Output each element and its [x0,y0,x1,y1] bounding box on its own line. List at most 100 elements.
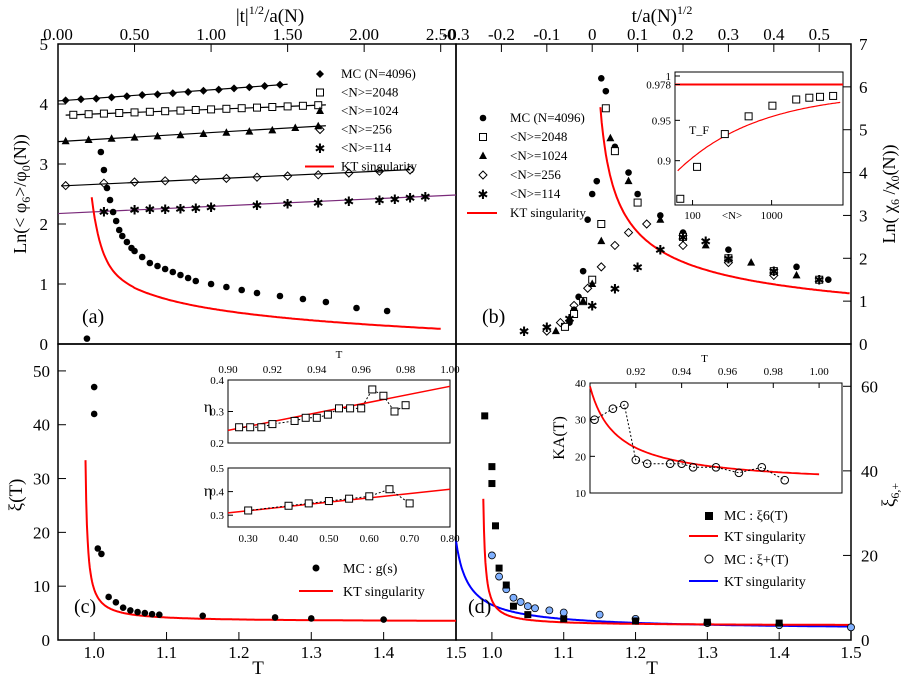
point-open-diamond [596,262,606,272]
inset-tick: 100 [684,210,701,222]
inset-tick: 0.3 [210,510,224,522]
tick-label: 0.5 [809,25,830,44]
point-dot [106,196,114,204]
kt-curve-red [482,498,851,626]
panel-b-plot: ✱ ✱ ✱ ✱ ✱ ✱ ✱ ✱ ✱ ✱ ✱ ✱ [519,74,850,339]
tick-label: 20 [33,523,50,542]
point-star: ✱ [519,324,530,339]
inset-point [405,499,414,508]
inset-frame [674,71,844,206]
panel-cd-bottom-axis: 1.0 1.1 1.2 1.3 1.4 1.5 1.0 1.1 1.2 1.3 1.4 1.5 T … [84,632,862,679]
point-square [237,104,246,113]
point-open-diamond [160,176,170,186]
inset-point [246,423,255,432]
point-open-diamond [769,270,779,281]
tick-label: -0.3 [443,25,470,44]
panel-d-frame [455,343,852,641]
panel-a-legend: MC (N=4096) <N>=2048 <N>=1024 <N>=256 ✱ <N>=1… [305,66,417,174]
panel-c-inset-bottom: 0.3 0.4 0.5 0.30 0.40 0.50 0.60 0.70 0.80 η [204,463,460,545]
inset-frame [227,467,451,528]
point-dot [725,246,732,254]
point-star: ✱ [313,195,324,210]
point-diamond [61,96,70,105]
inset-tick: 1.00 [809,366,829,378]
point-star: ✱ [655,243,666,258]
point-diamond [245,83,254,92]
inset-tick: 0.92 [263,364,282,376]
tick-label: 1 [40,275,49,294]
point-dot [131,247,138,255]
tick-label: 1.4 [769,643,791,662]
point-triangle [61,136,70,145]
inset-ylabel: KA(T) [551,416,568,460]
kt-curve [599,107,850,295]
point-triangle [245,127,254,135]
point-square [268,103,277,111]
point-dot [148,610,156,618]
tick-label: 10 [33,577,50,596]
point-triangle [701,240,710,249]
panel-a-xlabel: |t|1/2/a(N) [236,3,304,27]
point-dot [634,190,641,198]
point-dot [123,238,131,246]
tick-label: 30 [33,470,50,489]
point-dot [199,612,207,620]
point-square [597,220,606,228]
point-star: ✱ [98,204,109,219]
inset-point [829,91,838,100]
point-dot [100,166,108,174]
point-dot [161,265,169,273]
inset-tick: 0.978 [646,80,671,92]
legend-label: KT singularity [341,159,417,174]
inset-point [268,420,277,429]
legend-d-circle [704,554,714,564]
kt-curve [84,460,456,622]
point-xi6 [509,602,517,610]
point-triangle [199,129,208,137]
fit-line [57,194,457,215]
point-open-diamond [344,168,354,178]
tick-label: 1.3 [697,643,718,662]
tick-label: 0.2 [672,25,693,44]
point-triangle [153,131,162,140]
tick-label: 0.00 [43,25,73,44]
inset-point [677,459,686,468]
tick-label: 0 [40,335,49,354]
point-xi6 [488,480,496,488]
point-dot [94,545,102,552]
point-square [815,275,824,284]
tick-label: 5 [40,35,49,54]
tick-label: 4 [40,95,49,114]
panel-c-legend: MC : g(s) KT singularity [299,562,425,600]
tick-label: 1.50 [273,25,303,44]
inset-point [608,404,618,413]
point-diamond [230,84,239,93]
legend-d-mc-xiplus: MC : ξ+(T) [724,553,789,568]
inset-tick: 0.30 [239,533,259,545]
point-dot [105,593,112,601]
point-dot [276,292,284,300]
point-triangle [597,236,606,245]
tick-label: 2 [40,215,49,234]
point-dot [824,276,832,284]
legend-marker [315,124,325,135]
legend-label: KT singularity [510,205,586,220]
point-square [610,147,619,156]
point-xi-plus [545,606,554,615]
inset-point [676,194,685,203]
legend-c-dot [312,564,320,572]
point-star: ✱ [175,201,186,216]
tick-label: 7 [859,35,868,54]
inset-tick: 0.3 [210,407,224,419]
panel-b-right-yaxis: Ln( χ6 /χ0(N)) 0 1 2 3 4 5 6 7 [843,35,902,354]
tick-label: 1.5 [840,643,861,662]
point-triangle [130,133,139,141]
point-star: ✱ [632,260,643,275]
point-star: ✱ [190,201,201,216]
point-square [176,106,185,115]
point-xi6 [481,412,489,420]
point-triangle [747,258,756,266]
point-dot [593,177,601,185]
legend-c-mc: MC : g(s) [343,562,398,577]
